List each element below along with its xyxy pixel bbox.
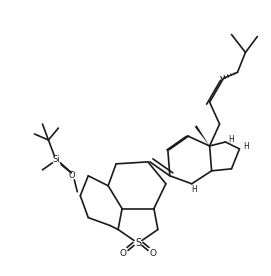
Text: H: H <box>191 185 196 194</box>
Text: O: O <box>149 249 156 258</box>
Polygon shape <box>195 125 209 146</box>
Text: H: H <box>244 142 249 152</box>
Text: S: S <box>135 238 141 248</box>
Text: Si: Si <box>53 155 60 164</box>
Text: H: H <box>229 136 234 145</box>
Text: O: O <box>120 249 127 258</box>
Text: O: O <box>68 171 75 180</box>
